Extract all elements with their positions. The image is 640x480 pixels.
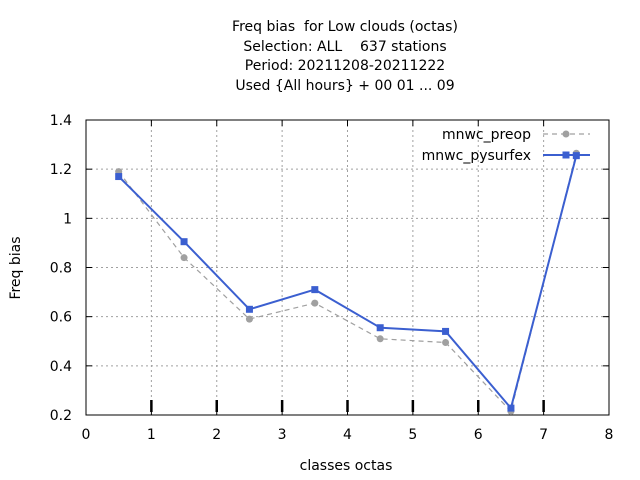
y-axis-label: Freq bias (8, 236, 24, 299)
grid (86, 120, 609, 415)
title-line-2: Selection: ALL 637 stations (243, 38, 447, 55)
y-tick-label: 0.2 (50, 408, 72, 424)
y-tick-label: 1.4 (50, 113, 72, 129)
data-point-mnwc_preop (180, 254, 188, 262)
legend-swatch-marker (562, 130, 570, 138)
y-tick-label: 0.6 (50, 310, 72, 326)
y-axis-ticks: 0.2 0.4 0.6 0.8 1 1.2 1.4 (50, 113, 609, 424)
data-point-mnwc_pysurfex (115, 173, 123, 181)
data-point-mnwc_preop (245, 315, 253, 323)
x-axis-label: classes octas (300, 458, 393, 474)
y-tick-label: 0.4 (50, 359, 72, 375)
data-point-mnwc_pysurfex (442, 327, 450, 335)
legend-swatch-marker (562, 151, 570, 159)
x-tick-label: 7 (539, 427, 548, 443)
legend: mnwc_preop mnwc_pysurfex (422, 127, 590, 164)
x-tick-label: 6 (474, 427, 483, 443)
x-tick-label: 3 (278, 427, 287, 443)
y-tick-label: 0.8 (50, 261, 72, 277)
title-line-4: Used {All hours} + 00 01 ... 09 (235, 77, 455, 94)
title-line-3: Period: 20211208-20211222 (244, 58, 446, 74)
data-point-mnwc_pysurfex (245, 305, 253, 313)
data-point-mnwc_preop (376, 335, 384, 343)
title-line-1: Freq bias for Low clouds (octas) (232, 19, 458, 35)
x-tick-label: 4 (343, 427, 352, 443)
data-point-mnwc_pysurfex (311, 286, 319, 294)
x-tick-label: 5 (408, 427, 417, 443)
y-tick-label: 1 (63, 211, 72, 227)
x-tick-label: 0 (82, 427, 91, 443)
y-tick-label: 1.2 (50, 162, 72, 178)
data-point-mnwc_pysurfex (180, 238, 188, 246)
data-point-mnwc_preop (311, 299, 319, 307)
data-point-mnwc_pysurfex (507, 404, 515, 412)
data-point-mnwc_preop (442, 338, 450, 346)
series-line-mnwc_pysurfex (117, 155, 578, 411)
x-axis-ticks: 0 1 2 3 4 5 6 7 8 (82, 120, 614, 443)
x-tick-label: 1 (147, 427, 156, 443)
chart-title: Freq bias for Low clouds (octas) Selecti… (0, 18, 640, 96)
x-tick-label: 2 (212, 427, 221, 443)
data-point-mnwc_pysurfex (376, 324, 384, 332)
legend-label: mnwc_pysurfex (422, 148, 531, 164)
x-tick-label: 8 (605, 427, 614, 443)
legend-label: mnwc_preop (442, 127, 531, 143)
